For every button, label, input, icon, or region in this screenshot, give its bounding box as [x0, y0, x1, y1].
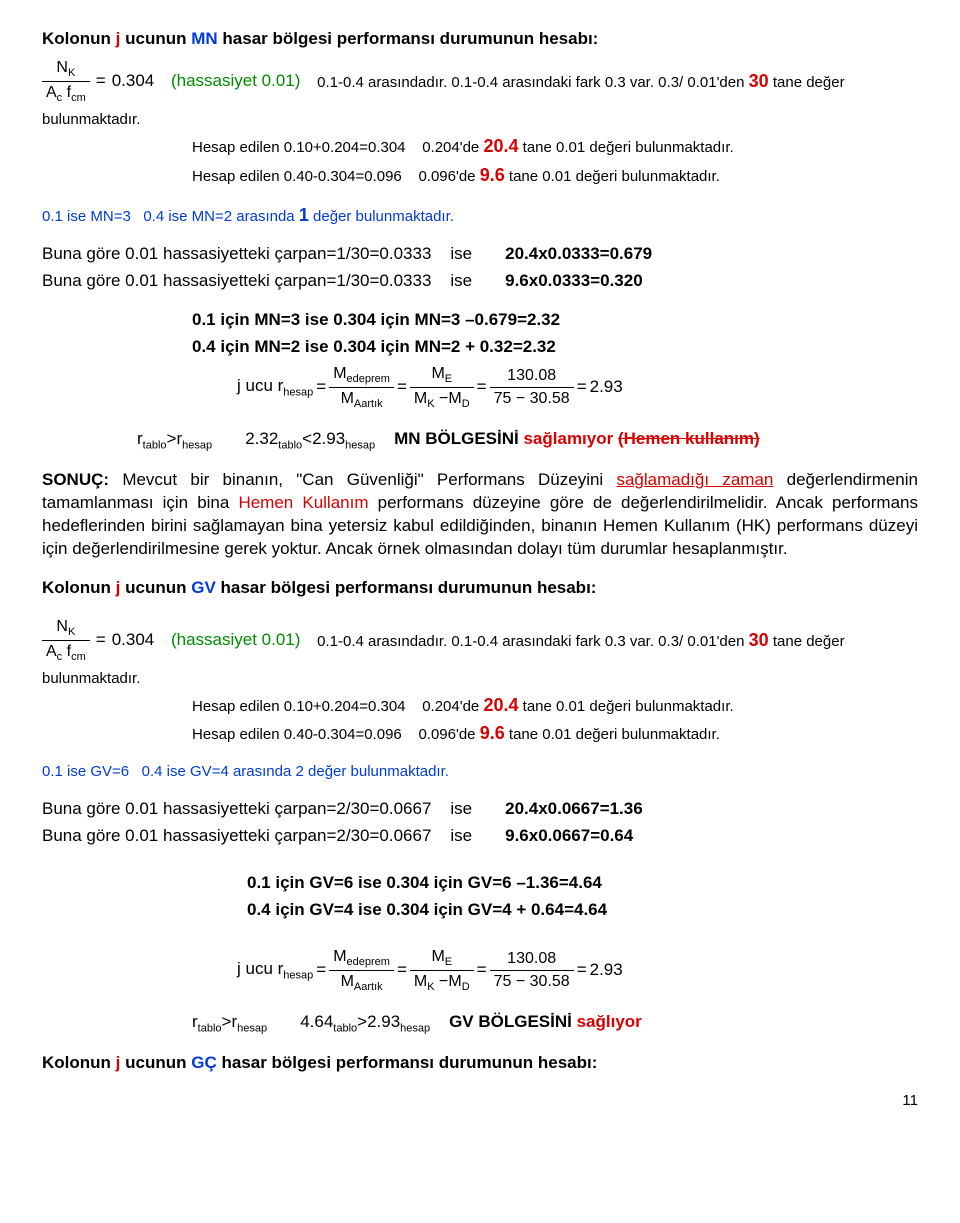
- range-text: 0.1-0.4 arasındadır. 0.1-0.4 arasındaki …: [317, 69, 844, 93]
- mn-calc-2: 0.4 için MN=2 ise 0.304 için MN=2 + 0.32…: [192, 336, 918, 359]
- buna-gore-3: Buna göre 0.01 hassasiyetteki çarpan=2/3…: [42, 798, 918, 821]
- rtablo-compare-gv: rtablo>rhesap 4.64tablo>2.93hesap GV BÖL…: [192, 1011, 918, 1036]
- hassasiyet: (hassasiyet 0.01): [171, 70, 300, 93]
- buna-gore-2: Buna göre 0.01 hassasiyetteki çarpan=1/3…: [42, 270, 918, 293]
- gv-calc-1: 0.1 için GV=6 ise 0.304 için GV=6 –1.36=…: [247, 872, 918, 895]
- val-0304: 0.304: [112, 70, 155, 93]
- rtablo-compare-mn: rtablo>rhesap 2.32tablo<2.93hesap MN BÖL…: [137, 428, 918, 453]
- sonuc-paragraph: SONUÇ: Mevcut bir binanın, "Can Güvenliğ…: [42, 469, 918, 561]
- page-number: 11: [42, 1091, 918, 1111]
- bulunmaktadir-1: bulunmaktadır.: [42, 110, 918, 130]
- j-ucu-eq-mn: j ucu rhesap = MedepremMAartık = MEMK −M…: [237, 363, 918, 412]
- heading-mn: Kolonun j ucunun MN hasar bölgesi perfor…: [42, 28, 918, 51]
- mn-calc-1: 0.1 için MN=3 ise 0.304 için MN=3 –0.679…: [192, 309, 918, 332]
- nk-over-acfcm: NK Ac fcm: [42, 57, 90, 106]
- hesap-line-4: Hesap edilen 0.40-0.304=0.096 0.096'de 9…: [192, 721, 918, 745]
- j-ucu-eq-gv: j ucu rhesap = MedepremMAartık = MEMK −M…: [237, 946, 918, 995]
- hesap-line-3: Hesap edilen 0.10+0.204=0.304 0.204'de 2…: [192, 693, 918, 717]
- nk-fraction-line: NK Ac fcm = 0.304 (hassasiyet 0.01) 0.1-…: [42, 57, 918, 106]
- gv-range-line: 0.1 ise GV=6 0.4 ise GV=4 arasında 2 değ…: [42, 762, 918, 782]
- buna-gore-1: Buna göre 0.01 hassasiyetteki çarpan=1/3…: [42, 243, 918, 266]
- heading-gv: Kolonun j ucunun GV hasar bölgesi perfor…: [42, 577, 918, 600]
- bulunmaktadir-2: bulunmaktadır.: [42, 669, 918, 689]
- gv-calc-2: 0.4 için GV=4 ise 0.304 için GV=4 + 0.64…: [247, 899, 918, 922]
- buna-gore-4: Buna göre 0.01 hassasiyetteki çarpan=2/3…: [42, 825, 918, 848]
- hesap-line-1: Hesap edilen 0.10+0.204=0.304 0.204'de 2…: [192, 134, 918, 158]
- nk-fraction-line-gv: NK Ac fcm = 0.304 (hassasiyet 0.01) 0.1-…: [42, 616, 918, 665]
- hesap-line-2: Hesap edilen 0.40-0.304=0.096 0.096'de 9…: [192, 163, 918, 187]
- heading-gc: Kolonun j ucunun GÇ hasar bölgesi perfor…: [42, 1052, 918, 1075]
- mn-range-line: 0.1 ise MN=3 0.4 ise MN=2 arasında 1 değ…: [42, 203, 918, 227]
